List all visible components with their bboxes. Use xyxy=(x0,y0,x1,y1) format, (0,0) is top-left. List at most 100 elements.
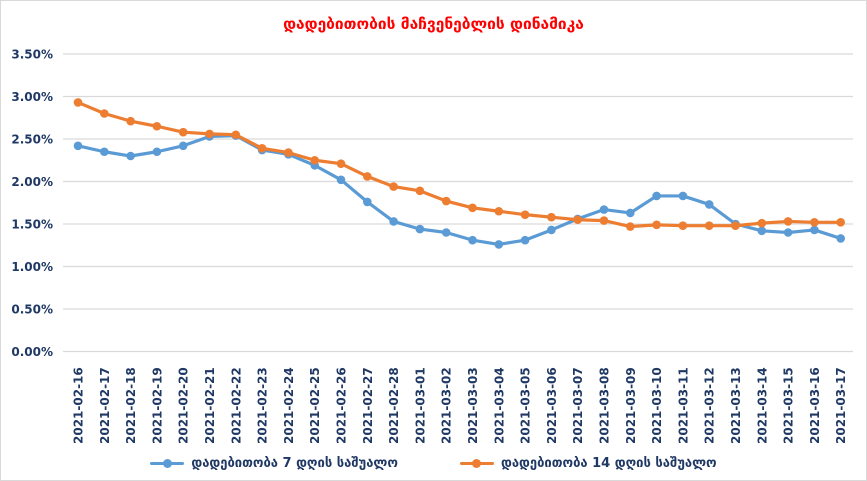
data-point-marker xyxy=(678,191,688,201)
data-point-marker xyxy=(836,234,845,243)
x-tick-label: 2021-03-05 xyxy=(519,367,533,444)
data-point-marker xyxy=(810,225,819,235)
data-point-marker xyxy=(783,228,793,237)
x-tick-label: 2021-02-27 xyxy=(361,367,375,444)
x-tick-label: 2021-03-14 xyxy=(755,367,769,444)
x-tick-label: 2021-03-06 xyxy=(545,367,559,444)
x-tick-label: 2021-03-10 xyxy=(650,367,664,444)
data-point-marker xyxy=(441,228,451,237)
data-point-marker xyxy=(441,196,451,206)
x-tick-label: 2021-03-04 xyxy=(492,367,506,444)
x-tick-label: 2021-03-16 xyxy=(808,367,822,444)
data-point-marker xyxy=(757,226,767,236)
data-point-marker xyxy=(626,222,635,231)
x-tick-label: 2021-02-28 xyxy=(387,367,401,444)
data-point-marker xyxy=(783,217,793,226)
data-point-marker xyxy=(152,147,162,157)
chart-title: დადებითობის მაჩვენებლის დინამიკა xyxy=(283,15,584,33)
data-point-marker xyxy=(652,220,661,230)
x-tick-label: 2021-02-23 xyxy=(256,367,270,444)
data-point-marker xyxy=(520,235,530,245)
x-tick-label: 2021-03-13 xyxy=(729,367,743,444)
legend: დადებითობა 7 დღის საშუალო დადებითობა 14 … xyxy=(1,456,866,471)
legend-label-14day-average: დადებითობა 14 დღის საშუალო xyxy=(500,456,717,471)
data-point-marker xyxy=(704,221,714,230)
data-point-marker xyxy=(810,218,819,227)
data-point-marker xyxy=(336,175,346,185)
line-dot-marker-icon xyxy=(459,459,494,469)
x-tick-label: 2021-02-26 xyxy=(335,367,349,444)
series-7day-average xyxy=(73,131,845,249)
data-point-marker xyxy=(284,148,293,157)
x-tick-label: 2021-03-02 xyxy=(440,367,454,444)
gridlines xyxy=(63,53,853,353)
x-tick-label: 2021-03-08 xyxy=(598,367,612,444)
data-point-marker xyxy=(363,197,372,207)
data-point-marker xyxy=(178,141,188,151)
data-point-marker xyxy=(652,191,661,201)
data-point-marker xyxy=(468,203,477,213)
data-point-marker xyxy=(126,151,135,161)
data-point-marker xyxy=(73,98,83,107)
data-point-marker xyxy=(126,116,135,126)
data-point-marker xyxy=(389,182,398,191)
data-point-marker xyxy=(73,141,83,151)
x-tick-label: 2021-03-11 xyxy=(676,367,690,444)
x-tick-label: 2021-02-25 xyxy=(308,367,322,444)
data-point-marker xyxy=(415,186,425,196)
data-point-marker xyxy=(704,200,714,209)
x-tick-label: 2021-02-22 xyxy=(229,367,243,444)
x-tick-label: 2021-02-21 xyxy=(203,367,217,444)
data-point-marker xyxy=(389,217,398,226)
data-point-marker xyxy=(599,216,609,225)
x-tick-label: 2021-03-12 xyxy=(703,367,717,444)
y-axis-labels: 3.50% 3.00% 2.50% 2.00% 1.50% 1.00% 0.50% 0.00% xyxy=(11,48,53,360)
data-point-marker xyxy=(573,215,582,225)
y-tick-label: 1.50% xyxy=(11,218,53,232)
data-point-marker xyxy=(678,221,688,230)
data-point-marker xyxy=(363,172,372,181)
y-tick-label: 3.00% xyxy=(11,90,53,104)
x-tick-label: 2021-02-18 xyxy=(124,367,138,444)
y-tick-label: 2.00% xyxy=(11,175,53,189)
data-point-marker xyxy=(415,224,425,234)
x-tick-label: 2021-02-16 xyxy=(72,367,86,444)
data-point-marker xyxy=(626,208,635,218)
data-point-marker xyxy=(152,121,162,131)
data-point-marker xyxy=(494,206,504,216)
data-point-marker xyxy=(100,147,109,157)
data-point-marker xyxy=(547,225,556,235)
data-point-marker xyxy=(494,240,504,249)
legend-item-14day-average: დადებითობა 14 დღის საშუალო xyxy=(459,456,717,471)
legend-label-7day-average: დადებითობა 7 დღის საშუალო xyxy=(191,456,398,471)
y-tick-label: 1.00% xyxy=(11,260,53,274)
legend-item-7day-average: დადებითობა 7 დღის საშუალო xyxy=(150,456,398,471)
data-point-marker xyxy=(178,127,188,137)
data-point-marker xyxy=(599,205,609,214)
x-tick-label: 2021-03-15 xyxy=(782,367,796,444)
line-dot-marker-icon xyxy=(150,459,185,469)
y-tick-label: 3.50% xyxy=(11,48,53,62)
y-tick-label: 2.50% xyxy=(11,133,53,147)
data-point-marker xyxy=(310,155,320,165)
series-14day-average xyxy=(73,98,845,231)
x-tick-label: 2021-02-17 xyxy=(98,367,112,444)
y-tick-label: 0.50% xyxy=(11,303,53,317)
data-point-marker xyxy=(731,221,740,230)
data-point-marker xyxy=(757,218,767,228)
x-axis-labels: 2021-02-16 2021-02-17 2021-02-18 2021-02-19… xyxy=(72,367,849,444)
x-tick-label: 2021-03-09 xyxy=(624,367,638,444)
x-tick-label: 2021-03-01 xyxy=(413,367,427,444)
x-tick-label: 2021-02-19 xyxy=(150,367,164,444)
data-point-marker xyxy=(100,109,109,118)
x-tick-label: 2021-02-24 xyxy=(282,367,296,444)
data-point-marker xyxy=(257,144,267,153)
data-point-marker xyxy=(520,210,530,219)
x-tick-label: 2021-03-07 xyxy=(571,367,585,444)
x-tick-label: 2021-02-20 xyxy=(177,367,191,444)
x-tick-label: 2021-03-17 xyxy=(834,367,848,444)
y-tick-label: 0.00% xyxy=(11,345,53,359)
data-point-marker xyxy=(547,212,556,222)
